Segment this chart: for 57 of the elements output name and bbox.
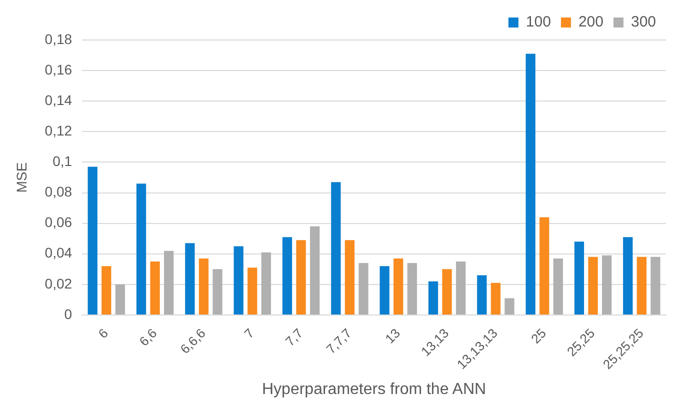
bar [602, 255, 612, 314]
x-tick-label: 6 [95, 326, 112, 342]
bar [504, 298, 514, 314]
x-tick-label: 13 [382, 326, 404, 346]
bar [248, 268, 258, 314]
x-axis-title: Hyperparameters from the ANN [262, 380, 486, 398]
bar [358, 263, 368, 314]
x-tick-label: 25 [528, 326, 549, 346]
legend-label: 200 [578, 14, 604, 31]
bar [490, 282, 501, 314]
bar [540, 217, 550, 314]
bar [588, 256, 598, 314]
bar [296, 240, 306, 314]
x-tick-label: 7 [241, 326, 258, 342]
bar [407, 263, 417, 314]
bar [150, 262, 160, 314]
y-tick-label: 0,02 [44, 275, 72, 292]
bar [331, 182, 341, 314]
y-tick-label: 0,1 [52, 153, 72, 170]
x-tick-label: 7,7 [282, 326, 306, 349]
y-tick-label: 0,18 [44, 30, 72, 47]
bar [185, 243, 195, 314]
legend-label: 100 [526, 14, 551, 31]
y-tick-label: 0 [64, 306, 72, 322]
bar [198, 258, 209, 314]
bar [344, 240, 355, 314]
bar [88, 166, 98, 314]
bar [394, 258, 404, 314]
bar [102, 266, 112, 314]
y-tick-label: 0,16 [44, 61, 72, 78]
bar [553, 258, 563, 314]
bar [234, 246, 244, 314]
bar [650, 256, 660, 314]
bar [310, 226, 320, 314]
bar [623, 237, 633, 314]
y-tick-label: 0,08 [44, 184, 72, 200]
bar [164, 250, 174, 314]
bar [442, 269, 452, 314]
y-tick-label: 0,14 [44, 92, 72, 108]
y-tick-label: 0,04 [44, 244, 72, 261]
bar [115, 284, 125, 314]
bar [574, 242, 584, 314]
y-axis-title: MSE [13, 162, 30, 193]
x-tick-label: 6,6 [136, 326, 160, 349]
y-tick-label: 0,12 [44, 122, 72, 139]
bar [212, 269, 222, 314]
bar [428, 281, 438, 314]
bar [136, 184, 146, 314]
bar [456, 262, 466, 314]
bar [477, 275, 487, 314]
bar [636, 256, 646, 314]
bar [282, 237, 292, 314]
y-tick-label: 0,06 [44, 214, 72, 230]
bar [526, 54, 536, 314]
legend-label: 300 [630, 14, 656, 31]
bar [380, 266, 390, 314]
bar [261, 252, 271, 314]
